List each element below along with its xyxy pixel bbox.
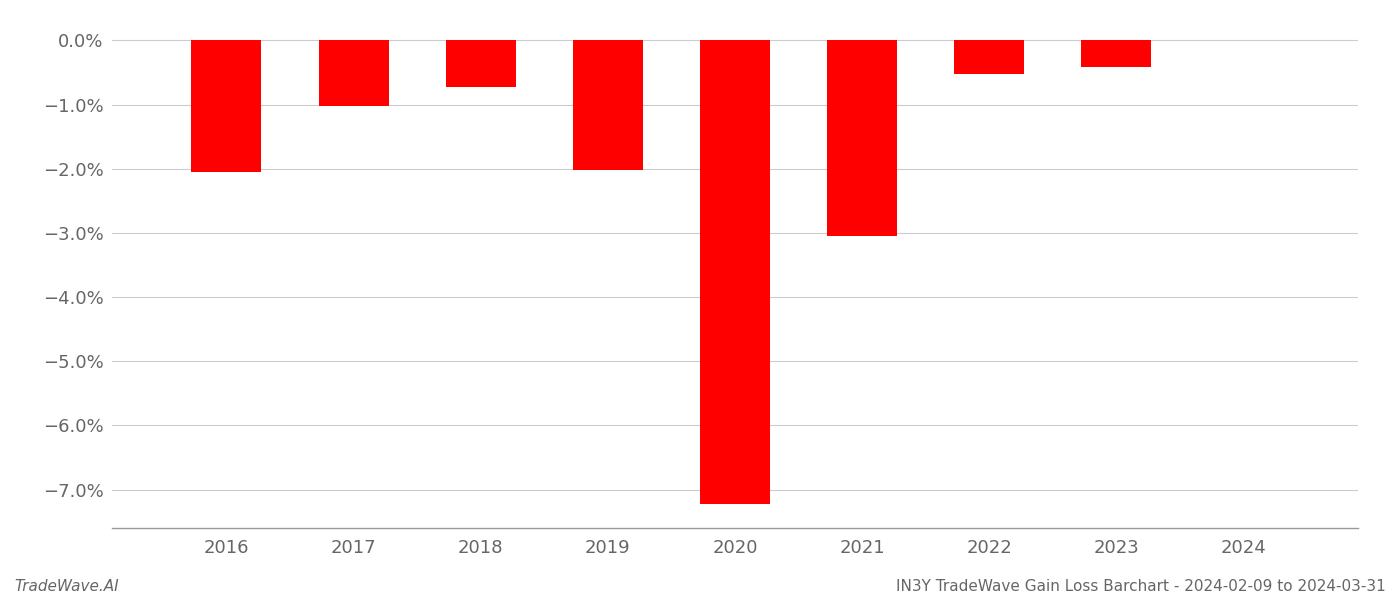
Bar <box>319 40 389 106</box>
Bar <box>1081 40 1151 67</box>
Bar <box>192 40 262 172</box>
Bar <box>445 40 515 86</box>
Bar <box>827 40 897 236</box>
Text: IN3Y TradeWave Gain Loss Barchart - 2024-02-09 to 2024-03-31: IN3Y TradeWave Gain Loss Barchart - 2024… <box>896 579 1386 594</box>
Text: TradeWave.AI: TradeWave.AI <box>14 579 119 594</box>
Bar <box>700 40 770 503</box>
Bar <box>573 40 643 170</box>
Bar <box>955 40 1025 74</box>
